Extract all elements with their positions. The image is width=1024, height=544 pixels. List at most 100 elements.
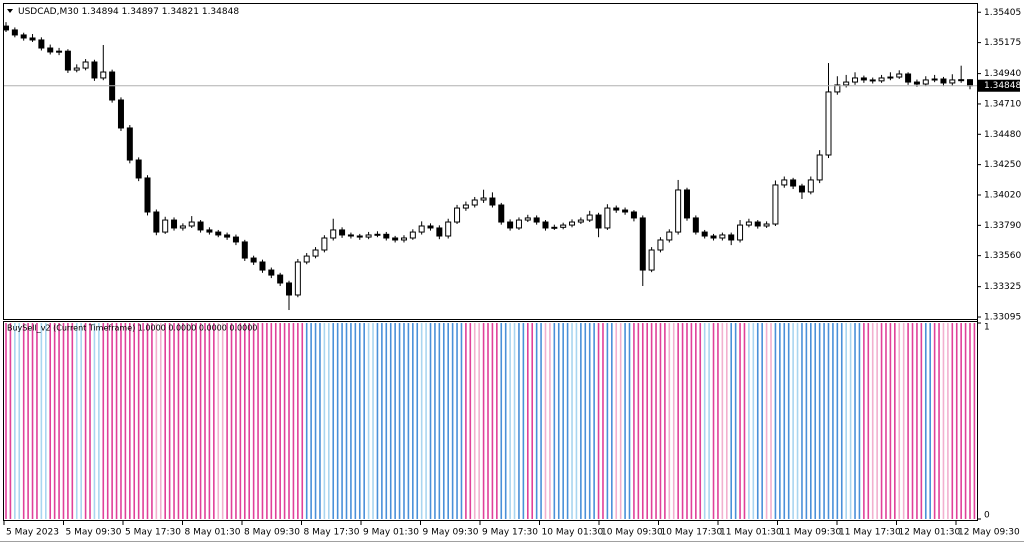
candle-body <box>339 229 346 236</box>
candle-body <box>91 61 98 79</box>
candle-body <box>763 223 770 227</box>
x-tick-label: 8 May 09:30 <box>244 528 300 538</box>
candle-body <box>949 79 956 84</box>
candle-body <box>666 231 673 241</box>
candle-body <box>436 227 443 237</box>
candle-body <box>737 224 744 241</box>
candle-body <box>843 81 850 86</box>
candle-body <box>215 231 222 236</box>
dropdown-arrow <box>7 9 13 13</box>
candle-body <box>162 219 169 233</box>
candle-body <box>781 179 788 186</box>
candle-body <box>507 221 514 229</box>
candle-body <box>701 231 708 237</box>
candle-body <box>745 221 752 226</box>
y-tick-label: 1.33560 <box>984 251 1021 261</box>
candle-body <box>524 217 531 221</box>
candle-body <box>250 257 257 263</box>
candle-body <box>480 197 487 201</box>
candle-body <box>312 249 319 257</box>
candle-body <box>321 237 328 251</box>
candle-body <box>82 61 89 69</box>
y-tick-label: 1.34480 <box>984 130 1021 140</box>
symbol: USDCAD,M30 <box>18 7 79 17</box>
candle-body <box>896 73 903 78</box>
x-tick-label: 10 May 09:30 <box>601 528 663 538</box>
candle-body <box>710 235 717 239</box>
candle-body <box>135 159 142 179</box>
y-tick-label: 1.34940 <box>984 69 1021 79</box>
candle-body <box>153 211 160 233</box>
candle-body <box>38 39 45 49</box>
candle-body <box>648 249 655 271</box>
x-tick-label: 11 May 09:30 <box>780 528 842 538</box>
candle-body <box>56 50 63 53</box>
chart-header: USDCAD,M30 1.34894 1.34897 1.34821 1.348… <box>18 7 239 17</box>
candle-body <box>144 177 151 213</box>
y-tick-label: 1.33790 <box>984 221 1021 231</box>
candle-body <box>604 207 611 229</box>
candle-body <box>383 233 390 239</box>
candle-body <box>330 229 337 239</box>
candle-body <box>392 237 399 241</box>
candle-body <box>374 233 381 236</box>
candle-body <box>958 79 965 82</box>
candle-body <box>683 189 690 219</box>
candle-body <box>347 234 354 237</box>
candle-body <box>790 179 797 187</box>
candle-body <box>471 199 478 206</box>
candle-body <box>224 234 231 238</box>
candle-body <box>551 226 558 229</box>
y-tick-label: 1.35405 <box>984 8 1021 18</box>
candle-body <box>675 189 682 233</box>
candle-body <box>878 77 885 82</box>
candle-body <box>462 204 469 209</box>
x-tick-label: 9 May 01:30 <box>363 528 419 538</box>
main-panel <box>3 3 978 320</box>
candle-body <box>798 185 805 193</box>
candle-body <box>692 217 699 233</box>
open: 1.34894 <box>82 7 119 17</box>
candle-body <box>807 179 814 193</box>
candle-body <box>630 211 637 219</box>
candle-body <box>967 79 973 87</box>
candle-body <box>613 207 620 211</box>
candle-body <box>639 217 646 271</box>
candle-body <box>657 239 664 251</box>
candle-body <box>286 282 293 296</box>
high: 1.34897 <box>122 7 159 17</box>
y-tick-label: 1.35175 <box>984 38 1021 48</box>
candle-body <box>47 47 54 53</box>
candle-body <box>11 29 18 36</box>
candle-body <box>913 81 920 85</box>
candle-body <box>64 50 71 71</box>
x-tick-label: 8 May 01:30 <box>185 528 241 538</box>
x-tick-label: 10 May 17:30 <box>661 528 723 538</box>
y-tick-label: 1.33325 <box>984 282 1021 292</box>
y-tick-label: 1.34020 <box>984 190 1021 200</box>
candle-body <box>852 77 859 83</box>
candle-body <box>20 34 27 39</box>
candle-body <box>728 234 735 241</box>
candle-body <box>754 221 761 227</box>
candle-body <box>427 225 434 229</box>
candle-body <box>303 255 310 263</box>
close: 1.34848 <box>202 7 239 17</box>
current-price-label: 1.34848 <box>984 81 1021 91</box>
candle-body <box>418 225 425 233</box>
candle-body <box>542 221 549 229</box>
x-tick-label: 9 May 17:30 <box>482 528 538 538</box>
candle-body <box>268 269 275 276</box>
x-tick-label: 12 May 09:30 <box>958 528 1020 538</box>
candle-body <box>206 229 213 233</box>
candle-body <box>772 184 779 225</box>
indicator-tick-label: 0 <box>984 511 990 521</box>
candle-body <box>241 241 248 259</box>
candle-body <box>29 37 36 41</box>
x-tick-label: 5 May 2023 <box>6 528 59 538</box>
candle-body <box>887 76 894 79</box>
candle-body <box>400 237 407 241</box>
candle-body <box>905 73 912 83</box>
candle-body <box>356 235 363 238</box>
